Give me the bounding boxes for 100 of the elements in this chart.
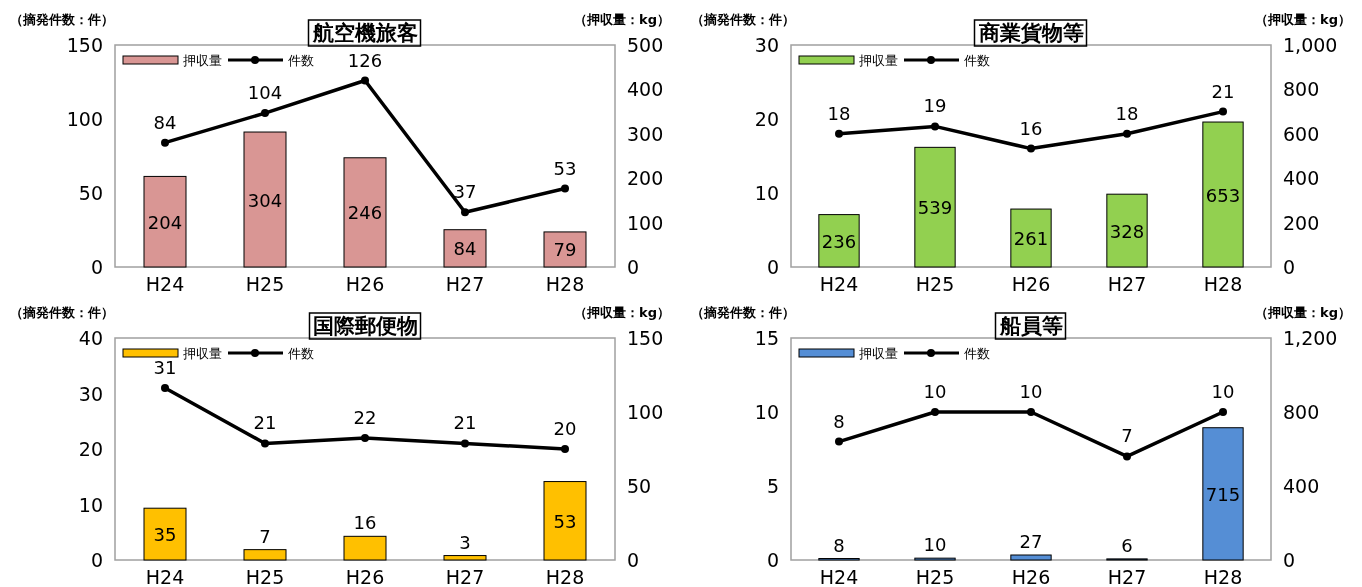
chart-title: 航空機旅客: [311, 21, 418, 45]
y2-tick-label: 1,200: [1283, 327, 1338, 349]
x-tick-label: H28: [545, 273, 585, 295]
point: [1123, 129, 1131, 138]
x-tick-label: H26: [345, 273, 385, 295]
x-tick-label: H27: [1107, 566, 1147, 587]
point: [361, 76, 369, 85]
point: [1027, 408, 1035, 416]
x-tick-label: H26: [1011, 566, 1051, 587]
data-label: 79: [553, 239, 577, 261]
data-label: 19: [923, 95, 947, 117]
y-tick-label: 20: [78, 438, 103, 460]
bar: [1202, 427, 1244, 561]
y-tick-label: 20: [754, 108, 779, 130]
point: [461, 439, 469, 448]
bar: [1202, 121, 1244, 268]
bar: [543, 231, 587, 268]
x-tick-label: H25: [245, 566, 285, 587]
y2-tick-label: 0: [1283, 256, 1296, 278]
data-label: 126: [347, 49, 383, 71]
point: [561, 184, 569, 193]
bar: [914, 146, 956, 268]
x-tick-label: H26: [1011, 273, 1051, 295]
data-label: 328: [1109, 220, 1145, 242]
data-label: 31: [153, 356, 177, 378]
bar: [243, 131, 287, 268]
y-tick-label: 10: [78, 493, 103, 516]
bar: [143, 507, 187, 561]
y2-tick-label: 200: [627, 167, 664, 190]
data-label: 8: [833, 410, 845, 432]
y2-axis-title: （押収量：kg）: [1255, 305, 1351, 320]
y-tick-label: 0: [90, 256, 103, 278]
x-tick-label: H24: [819, 273, 859, 295]
y-tick-label: 40: [78, 327, 103, 349]
data-label: 20: [553, 418, 577, 439]
y-tick-label: 15: [754, 327, 779, 349]
bar: [443, 229, 487, 268]
y2-tick-label: 50: [627, 475, 652, 497]
data-label: 3: [459, 531, 471, 553]
data-label: 653: [1205, 184, 1241, 206]
y-tick-label: 150: [66, 34, 103, 56]
y2-tick-label: 400: [1283, 167, 1320, 190]
bar: [1106, 193, 1148, 268]
data-label: 21: [453, 412, 477, 434]
bar: [343, 157, 387, 268]
data-label: 84: [153, 111, 177, 133]
chart-title: 船員等: [998, 314, 1063, 338]
y2-tick-label: 0: [627, 549, 640, 571]
point: [1219, 408, 1227, 416]
data-label: 7: [259, 525, 271, 547]
x-tick-label: H24: [145, 566, 185, 587]
data-label: 84: [453, 238, 477, 260]
y2-tick-label: 200: [1283, 211, 1320, 234]
x-tick-label: H24: [819, 566, 859, 587]
point: [561, 445, 569, 453]
legend-label: 件数: [964, 346, 990, 361]
y-tick-label: 50: [78, 182, 103, 204]
bar: [343, 535, 387, 561]
bar: [243, 549, 287, 561]
data-label: 304: [247, 189, 283, 211]
y2-tick-label: 800: [1283, 401, 1320, 423]
y2-tick-label: 400: [627, 78, 664, 101]
x-tick-label: H25: [915, 273, 955, 295]
y-tick-label: 5: [766, 475, 779, 497]
data-label: 27: [1019, 531, 1043, 553]
legend-label: 件数: [288, 53, 314, 68]
data-label: 21: [253, 412, 277, 434]
y-tick-label: 30: [78, 382, 103, 405]
point: [161, 383, 169, 392]
y-tick-label: 0: [766, 549, 779, 571]
data-label: 10: [923, 534, 947, 556]
point: [1027, 144, 1035, 153]
y2-axis-title: （押収量：kg）: [1255, 12, 1351, 27]
point: [361, 433, 369, 442]
data-label: 10: [1019, 381, 1043, 402]
y2-tick-label: 400: [1283, 475, 1320, 497]
x-tick-label: H28: [1203, 273, 1243, 295]
data-label: 53: [553, 510, 577, 532]
legend-label: 押収量: [859, 346, 898, 361]
x-tick-label: H25: [245, 273, 285, 295]
data-label: 21: [1211, 80, 1235, 102]
y-axis-title: （摘発件数：件）: [691, 12, 795, 27]
x-tick-label: H28: [545, 566, 585, 587]
y-tick-label: 0: [766, 256, 779, 278]
bar: [543, 481, 587, 561]
point: [161, 138, 169, 147]
point: [835, 437, 843, 446]
bar: [143, 175, 187, 268]
y-tick-label: 10: [754, 401, 779, 423]
x-tick-label: H27: [445, 273, 485, 295]
chart-title: 国際郵便物: [312, 314, 418, 338]
bar: [818, 214, 860, 268]
legend-label: 件数: [288, 346, 314, 361]
x-tick-label: H27: [445, 566, 485, 587]
data-label: 16: [353, 512, 377, 534]
data-label: 246: [347, 202, 383, 224]
data-label: 10: [923, 381, 947, 402]
y2-tick-label: 100: [627, 211, 664, 234]
data-label: 104: [247, 82, 283, 104]
data-label: 204: [147, 211, 183, 233]
